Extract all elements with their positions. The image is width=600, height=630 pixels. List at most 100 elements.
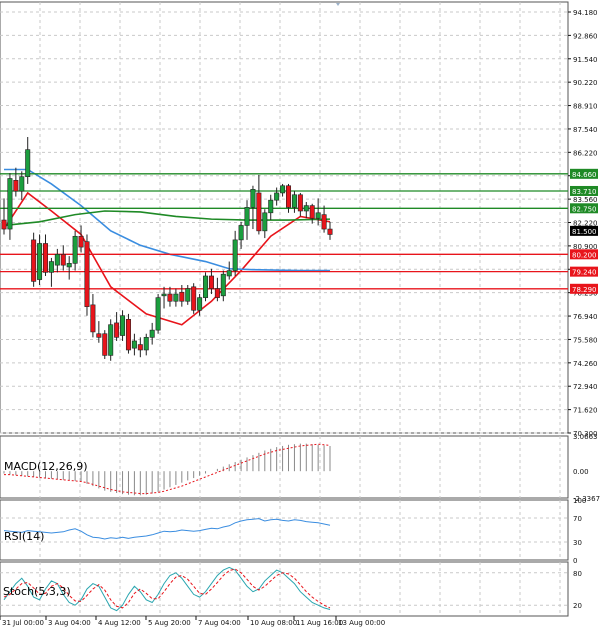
price-panel: 94.180 92.860 91.540 90.220 88.910 87.540 86.2…	[0, 1, 598, 438]
candle-body	[19, 176, 25, 192]
candle-body	[179, 291, 185, 302]
candle-body	[256, 192, 262, 232]
candle-body	[114, 322, 120, 338]
candle-body	[78, 235, 84, 248]
macd-tick-label: 0.00	[573, 468, 589, 476]
candle-body	[303, 205, 309, 212]
candle-body	[315, 212, 321, 219]
candle-body	[232, 239, 238, 271]
level-tag-label: 79.240	[572, 269, 597, 277]
rsi-tick-label: 30	[573, 539, 582, 547]
candle-body	[149, 329, 155, 338]
price-tick-label: 90.220	[573, 79, 598, 87]
candle-body	[327, 228, 333, 235]
stoch-label: Stoch(5,3,3)	[3, 585, 71, 598]
price-tick-label: 75.580	[573, 336, 598, 344]
level-tag-label: 83.710	[572, 188, 597, 196]
candle-body	[167, 293, 173, 302]
candle-body	[274, 192, 280, 201]
candle-body	[208, 275, 214, 289]
candle-body	[250, 189, 256, 208]
macd-tick-label: 3.0663	[573, 433, 598, 441]
macd-signal-line	[4, 443, 331, 495]
moving-average-line-1	[4, 168, 330, 272]
x-tick-label: 11 Aug 16:00	[296, 619, 343, 627]
price-tick-label: 87.540	[573, 126, 598, 134]
macd-label: MACD(12,26,9)	[4, 460, 88, 473]
level-tag	[570, 203, 598, 214]
candle-body	[262, 212, 268, 232]
candle-body	[7, 178, 13, 230]
rsi-tick-label: 70	[573, 515, 582, 523]
candle-body	[102, 333, 108, 356]
candle-body	[309, 205, 315, 219]
candle-body	[13, 180, 19, 192]
candle-body	[72, 235, 78, 264]
macd-tick-label: -2.3367	[573, 495, 600, 503]
price-frame	[0, 1, 569, 434]
level-tag-label: 84.660	[572, 171, 597, 179]
x-tick-label: 10 Aug 08:00	[250, 619, 297, 627]
candle-body	[321, 214, 327, 230]
x-tick-label: 5 Aug 20:00	[148, 619, 191, 627]
candle-body	[137, 344, 143, 351]
x-tick-label: 7 Aug 04:00	[198, 619, 241, 627]
candle-body	[48, 261, 54, 273]
x-tick-label: 4 Aug 12:00	[98, 619, 141, 627]
candle-body	[66, 263, 72, 268]
stoch-tick-label: 80	[573, 570, 582, 578]
macd-frame	[0, 435, 569, 499]
candle-body	[120, 315, 126, 336]
level-tag	[570, 185, 598, 196]
x-tick-label: 13 Aug 00:00	[338, 619, 385, 627]
price-tick-label: 74.260	[573, 360, 598, 368]
price-tick-label: 70.300	[573, 430, 598, 438]
macd-panel: 3.0663 0.00 -2.3367	[0, 433, 600, 503]
candle-body	[54, 254, 60, 266]
stoch-panel: 80 20	[0, 561, 582, 617]
level-tag	[570, 283, 598, 294]
stoch-frame	[0, 561, 569, 617]
x-axis: 31 Jul 00:00 3 Aug 04:00 4 Aug 12:00 5 Aug …	[0, 616, 385, 627]
rsi-tick-label: 100	[573, 497, 586, 505]
level-tag-label: 82.750	[572, 205, 597, 213]
candle-body	[238, 225, 244, 241]
level-tag	[570, 168, 598, 179]
candle-body	[96, 333, 102, 338]
candle-body	[191, 286, 197, 311]
price-tick-label: 94.180	[573, 9, 598, 17]
level-tag	[570, 249, 598, 260]
rsi-label: RSI(14)	[4, 530, 44, 543]
candle-body	[280, 185, 286, 194]
candle-body	[161, 293, 167, 297]
moving-average-line-2	[3, 210, 331, 227]
candle-body	[286, 185, 292, 208]
price-tick-label: 71.620	[573, 407, 598, 415]
rsi-line	[3, 518, 331, 540]
level-tag-label: 78.290	[572, 286, 597, 294]
scroll-marker-icon	[336, 3, 340, 6]
candle-body	[226, 270, 232, 277]
candle-body	[173, 293, 179, 302]
candle-body	[131, 340, 137, 349]
candle-body	[220, 273, 226, 297]
level-tag-label: 80.200	[572, 251, 597, 259]
price-tick-label: 72.940	[573, 383, 598, 391]
candle-body	[197, 297, 203, 311]
price-tick-label: 83.560	[573, 196, 598, 204]
level-tag	[570, 266, 598, 277]
candle-body	[90, 304, 96, 333]
candle-body	[291, 194, 297, 208]
x-tick-label: 31 Jul 00:00	[2, 619, 44, 627]
price-tick-label: 88.910	[573, 103, 598, 111]
candle-body	[84, 241, 90, 307]
price-tick-label: 82.220	[573, 220, 598, 228]
rsi-panel: 100 70 30 0	[0, 497, 586, 565]
candle-body	[37, 243, 43, 280]
candle-body	[155, 297, 161, 331]
candle-body	[42, 243, 48, 273]
price-tick-label: 76.940	[573, 313, 598, 321]
candle-body	[1, 219, 7, 230]
rsi-frame	[0, 499, 569, 561]
